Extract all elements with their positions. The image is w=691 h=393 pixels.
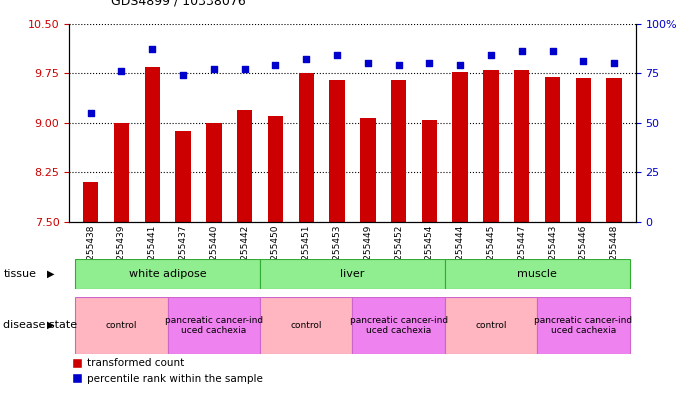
Point — [332, 52, 343, 59]
Bar — [360, 118, 375, 222]
Bar — [483, 70, 499, 222]
Point — [208, 66, 219, 72]
Bar — [299, 73, 314, 222]
Text: pancreatic cancer-ind
uced cachexia: pancreatic cancer-ind uced cachexia — [164, 316, 263, 335]
Text: ▶: ▶ — [47, 320, 55, 330]
Bar — [267, 116, 283, 222]
FancyBboxPatch shape — [445, 259, 630, 289]
Text: ▶: ▶ — [47, 269, 55, 279]
Bar — [237, 110, 252, 222]
Bar — [607, 78, 622, 222]
Bar — [176, 131, 191, 222]
FancyBboxPatch shape — [445, 297, 537, 354]
Point — [301, 56, 312, 62]
Text: tissue: tissue — [3, 269, 37, 279]
Point — [146, 46, 158, 53]
Point — [393, 62, 404, 68]
FancyBboxPatch shape — [352, 297, 445, 354]
FancyBboxPatch shape — [537, 297, 630, 354]
Bar — [114, 123, 129, 222]
Point — [455, 62, 466, 68]
Text: white adipose: white adipose — [129, 269, 207, 279]
Text: muscle: muscle — [518, 269, 557, 279]
Text: liver: liver — [340, 269, 365, 279]
Point — [239, 66, 250, 72]
Bar — [144, 66, 160, 222]
Point — [516, 48, 527, 55]
Bar — [83, 182, 98, 222]
Bar — [453, 72, 468, 222]
Text: GDS4899 / 10338076: GDS4899 / 10338076 — [111, 0, 245, 8]
Point — [116, 68, 127, 74]
Bar — [330, 80, 345, 222]
Bar — [545, 77, 560, 222]
FancyBboxPatch shape — [75, 259, 260, 289]
Point — [486, 52, 497, 59]
Point — [578, 58, 589, 64]
Point — [178, 72, 189, 78]
Bar — [576, 78, 591, 222]
Legend: transformed count, percentile rank within the sample: transformed count, percentile rank withi… — [68, 354, 267, 388]
FancyBboxPatch shape — [75, 297, 168, 354]
Text: control: control — [106, 321, 138, 330]
Point — [362, 60, 373, 66]
Point — [547, 48, 558, 55]
Bar — [422, 119, 437, 222]
Text: pancreatic cancer-ind
uced cachexia: pancreatic cancer-ind uced cachexia — [350, 316, 448, 335]
FancyBboxPatch shape — [168, 297, 260, 354]
Bar — [514, 70, 529, 222]
Text: pancreatic cancer-ind
uced cachexia: pancreatic cancer-ind uced cachexia — [534, 316, 632, 335]
Text: disease state: disease state — [3, 320, 77, 330]
Point — [424, 60, 435, 66]
Point — [85, 110, 96, 116]
FancyBboxPatch shape — [260, 259, 445, 289]
FancyBboxPatch shape — [260, 297, 352, 354]
Point — [270, 62, 281, 68]
Bar — [206, 123, 222, 222]
Point — [609, 60, 620, 66]
Text: control: control — [475, 321, 507, 330]
Bar — [391, 80, 406, 222]
Text: control: control — [290, 321, 322, 330]
